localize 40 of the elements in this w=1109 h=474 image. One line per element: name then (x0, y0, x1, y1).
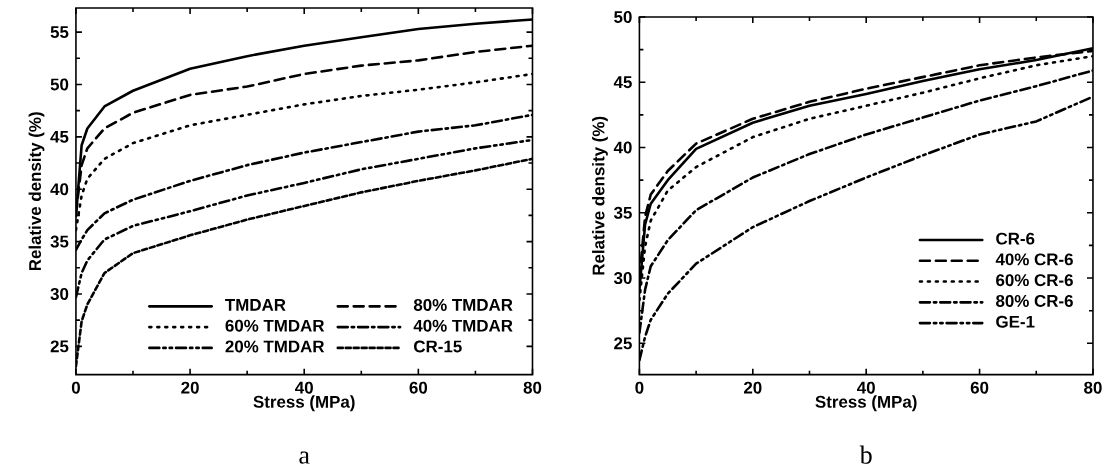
x-tick-label: 60 (970, 381, 989, 394)
y-tick-label: 35 (50, 235, 69, 248)
y-tick-label: 25 (614, 337, 632, 350)
y-tick-label: 40 (50, 183, 69, 196)
y-tick-label: 50 (50, 78, 69, 91)
x-tick-label: 60 (409, 381, 428, 394)
x-axis-title: Stress (MPa) (253, 395, 355, 412)
y-tick-label: 50 (614, 11, 632, 24)
text: b (859, 445, 872, 465)
legend-label: 40% TMDAR (413, 319, 513, 332)
y-tick-label: 25 (50, 340, 69, 353)
y-axis-title: Relative density (%) (28, 112, 45, 271)
text: a (299, 451, 310, 465)
x-tick-label: 40 (295, 381, 313, 394)
legend-label: 60% TMDAR (225, 319, 325, 332)
y-tick-label: 30 (613, 272, 632, 285)
legend-label: CR-6 (996, 232, 1035, 245)
y-tick-label: 55 (50, 26, 69, 39)
y-tick-label: 30 (50, 288, 69, 301)
legend-label: 20% TMDAR (225, 340, 325, 353)
legend-label: 60% CR-6 (996, 274, 1073, 287)
y-tick-label: 45 (613, 76, 632, 89)
legend-label: 80% TMDAR (413, 299, 513, 312)
y-axis-title: Relative density (%) (592, 116, 608, 275)
y-tick-label: 35 (613, 207, 632, 219)
legend-label: 40% CR-6 (995, 253, 1073, 266)
legend-label: TMDAR (225, 299, 286, 311)
x-tick-label: 0 (71, 381, 80, 394)
legend-label: CR-15 (414, 340, 462, 353)
x-axis-title: Stress (MPa) (815, 395, 917, 412)
x-tick-label: 80 (523, 381, 542, 394)
legend-label: 80% CR-6 (996, 295, 1073, 308)
y-tick-label: 45 (50, 131, 69, 143)
x-tick-label: 40 (857, 381, 875, 394)
y-tick-label: 40 (613, 141, 632, 154)
x-tick-label: 20 (743, 381, 762, 394)
x-tick-label: 0 (635, 381, 644, 394)
x-tick-label: 20 (181, 381, 199, 394)
x-tick-label: 80 (1084, 381, 1102, 394)
legend-label: GE-1 (996, 315, 1035, 328)
